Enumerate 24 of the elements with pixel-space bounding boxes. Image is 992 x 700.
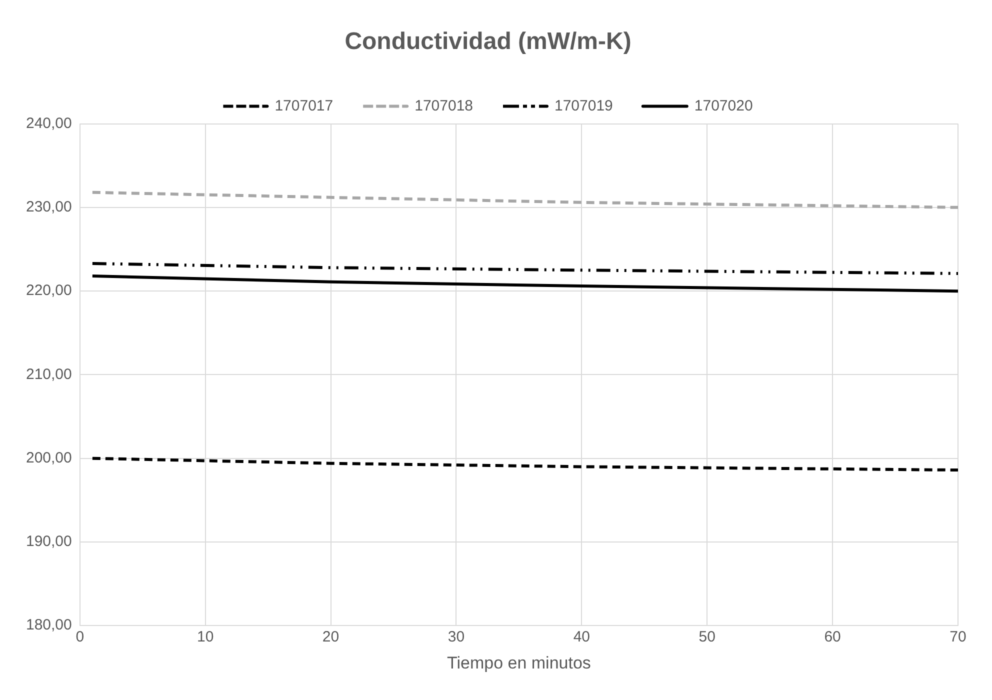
chart-title: Conductividad (mW/m-K) <box>344 28 632 56</box>
y-tick-label: 220,00 <box>26 282 72 300</box>
x-tick-label: 30 <box>448 628 465 646</box>
line-series <box>90 262 958 276</box>
legend-label: 1707018 <box>414 97 474 114</box>
x-tick-label: 70 <box>950 628 966 646</box>
y-tick-label: 200,00 <box>26 449 72 466</box>
legend-label: 1707017 <box>274 97 334 114</box>
x-tick-label: 0 <box>76 628 84 646</box>
x-tick-label: 50 <box>698 628 716 646</box>
y-tick-label: 240,00 <box>26 114 72 132</box>
y-tick-label: 190,00 <box>26 533 72 550</box>
legend-label: 1707020 <box>694 97 753 114</box>
x-tick-label: 60 <box>824 628 841 646</box>
x-tick-label: 10 <box>196 628 214 646</box>
legend-label: 1707019 <box>554 97 613 114</box>
line-series <box>90 456 958 472</box>
x-axis-title: Tiempo en minutos <box>446 653 591 672</box>
y-tick-label: 210,00 <box>26 366 72 383</box>
y-tick-label: 230,00 <box>26 198 72 216</box>
x-tick-label: 20 <box>322 628 340 646</box>
line-series <box>90 190 958 209</box>
y-tick-label: 180,00 <box>26 616 72 634</box>
x-tick-label: 40 <box>573 628 590 646</box>
